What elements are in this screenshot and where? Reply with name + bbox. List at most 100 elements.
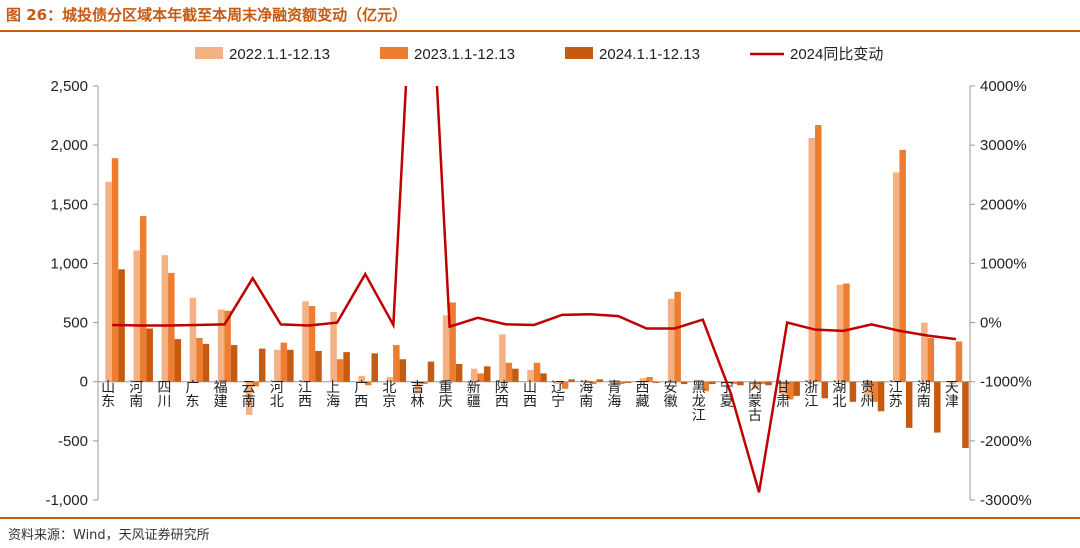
left-tick-label: 1,000 [50,255,88,272]
bar-s2024 [427,361,435,382]
bar-s2023 [590,381,597,385]
bar-s2022 [667,298,675,382]
footer-divider [0,517,1080,519]
bar-s2023 [843,283,850,382]
bar-s2022 [386,376,394,382]
bar-s2024 [709,381,716,385]
legend-swatch [565,47,593,59]
category-label: 河南 [129,380,143,410]
category-label: 北京 [382,380,396,410]
bar-s2024 [821,381,829,399]
bar-s2024 [174,339,182,382]
bar-s2023 [561,381,569,389]
bar-s2024 [483,366,491,382]
bar-s2022 [358,375,365,382]
category-label: 内蒙古 [748,380,762,424]
category-label: 上海 [326,380,340,410]
bar-s2024 [568,379,575,382]
category-label: 湖南 [917,380,931,410]
bar-s2023 [533,362,541,382]
bar-s2024 [455,363,463,382]
bar-s2022 [808,138,816,382]
bar-s2023 [871,381,878,402]
bar-s2022 [161,255,169,382]
bar-s2022 [696,381,703,383]
left-tick-label: 500 [63,315,88,332]
category-label: 江苏 [889,380,903,410]
right-tick-label: -3000% [980,492,1032,509]
legend-label: 2024.1.1-12.13 [599,46,700,63]
bar-s2024 [877,381,885,412]
bar-s2024 [962,381,969,448]
category-label: 海南 [579,380,593,410]
bar-s2022 [330,311,337,382]
category-label: 新疆 [467,380,481,410]
bar-s2024 [202,343,210,382]
category-label: 贵州 [861,380,875,410]
category-label: 安徽 [664,380,678,410]
right-tick-label: -2000% [980,433,1032,450]
title-divider [0,30,1080,32]
right-tick-label: -1000% [980,374,1032,391]
bar-s2024 [230,345,238,382]
bar-s2023 [955,341,963,382]
bar-s2023 [730,381,738,385]
bar-s2023 [111,158,119,382]
legend-swatch [380,47,408,59]
category-label: 四川 [157,380,171,410]
legend-swatch [195,47,223,59]
left-tick-label: -1,000 [45,492,88,509]
bar-s2023 [505,362,513,382]
bar-s2022 [611,381,619,386]
bar-s2023 [646,376,653,382]
right-tick-label: 4000% [980,78,1027,95]
bar-s2022 [302,301,309,382]
bar-s2024 [934,381,941,433]
bar-s2024 [905,381,913,428]
bar-s2022 [133,250,140,382]
bar-s2022 [527,369,534,382]
bar-s2022 [583,380,591,382]
category-label: 广西 [354,380,368,410]
bar-s2023 [336,359,344,382]
bar-s2023 [758,381,766,385]
category-label: 西藏 [636,380,650,410]
bar-s2023 [196,337,203,382]
category-label: 广东 [185,380,199,410]
bar-s2024 [849,381,857,402]
bar-s2024 [258,348,266,382]
bar-s2022 [892,172,900,382]
category-label: 辽宁 [551,380,565,410]
right-tick-label: 3000% [980,137,1027,154]
legend-label: 2023.1.1-12.13 [414,46,515,63]
bar-s2022 [105,181,112,382]
bar-s2024 [652,381,660,383]
category-label: 天津 [945,380,959,410]
category-label: 湖北 [832,380,846,410]
right-tick-label: 1000% [980,255,1027,272]
category-label: 福建 [214,380,228,410]
bar-s2023 [618,381,625,385]
bar-s2024 [287,349,294,382]
bar-s2023 [449,302,456,382]
category-label: 黑龙江 [692,380,706,424]
bar-s2022 [499,334,506,382]
bar-s2023 [308,306,316,382]
right-tick-label: 2000% [980,196,1027,213]
category-label: 重庆 [439,380,453,410]
bar-s2022 [864,381,872,398]
bar-s2024 [596,379,604,382]
category-label: 甘肃 [776,380,790,410]
bar-s2023 [139,216,147,382]
bar-s2023 [280,342,288,382]
left-tick-label: 2,500 [50,78,88,95]
bar-s2022 [442,315,450,382]
bar-s2022 [189,297,197,382]
bar-s2023 [393,345,400,382]
bar-s2024 [765,381,772,386]
bar-s2022 [274,349,281,382]
series-line-yoy [112,86,957,493]
bar-s2024 [680,381,688,385]
legend-label: 2024同比变动 [790,46,883,63]
bar-s2023 [927,337,935,382]
